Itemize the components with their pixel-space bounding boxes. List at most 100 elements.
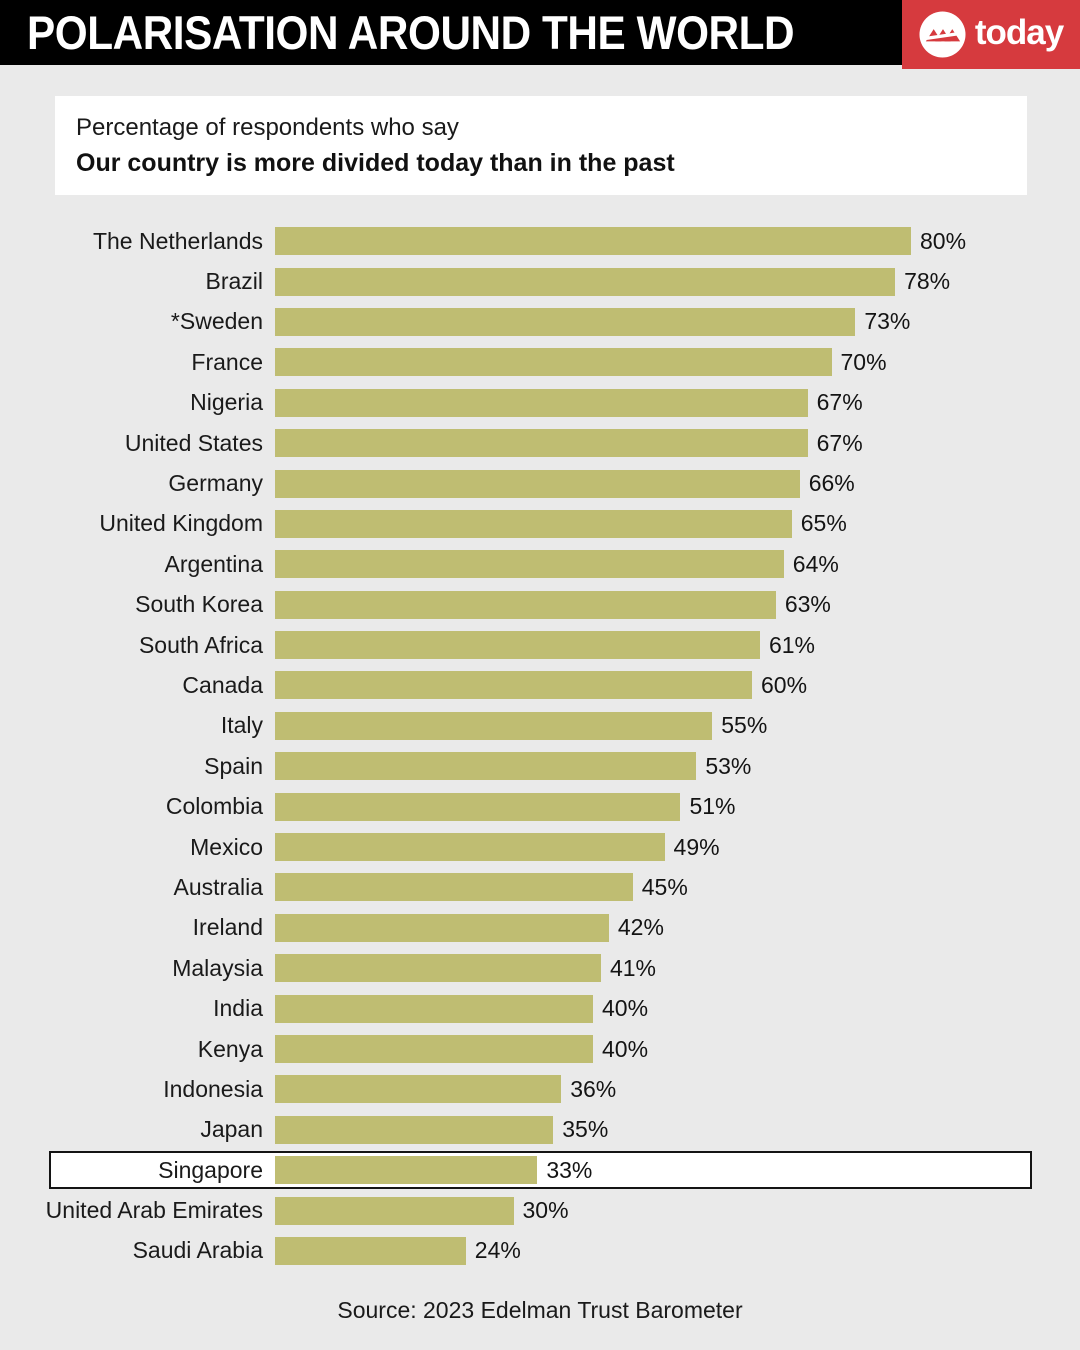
- bar-value-label: 51%: [689, 793, 736, 820]
- country-label: Kenya: [197, 1035, 263, 1062]
- bar: [275, 1075, 562, 1104]
- chart-row: Colombia 51%: [0, 786, 1080, 826]
- bar: [275, 1035, 593, 1063]
- chart-row: United States 67%: [0, 423, 1080, 463]
- bar: [275, 348, 832, 377]
- bar-value-label: 41%: [609, 954, 656, 981]
- bar: [275, 227, 911, 256]
- bar: [275, 913, 609, 942]
- country-label: Malaysia: [172, 954, 263, 981]
- subtitle-box: Percentage of respondents who say Our co…: [55, 96, 1027, 195]
- bar-value-label: 73%: [864, 308, 911, 335]
- bar-value-label: 63%: [784, 591, 831, 618]
- country-label: France: [191, 348, 263, 375]
- country-label: South Africa: [138, 631, 263, 658]
- bar-value-label: 30%: [522, 1197, 569, 1224]
- bar: [275, 631, 760, 660]
- bar-value-label: 42%: [617, 914, 664, 941]
- chart-row: Germany 66%: [0, 463, 1080, 503]
- country-label: *Sweden: [170, 308, 263, 335]
- bar-value-label: 24%: [474, 1237, 521, 1264]
- source-note: Source: 2023 Edelman Trust Barometer: [337, 1297, 743, 1323]
- bar-value-label: 64%: [792, 550, 839, 577]
- bar: [275, 873, 633, 902]
- header-bar: POLARISATION AROUND THE WORLD: [0, 0, 1080, 65]
- chart-row: South Africa 61%: [0, 625, 1080, 665]
- bar: [275, 590, 776, 619]
- bar-value-label: 40%: [602, 1035, 649, 1062]
- country-label: Italy: [220, 712, 263, 739]
- bar-value-label: 66%: [808, 470, 855, 497]
- chart-row: Canada 60%: [0, 665, 1080, 705]
- bar: [275, 429, 808, 458]
- bar: [275, 752, 697, 781]
- country-label: Indonesia: [163, 1075, 263, 1102]
- today-logo-text: today: [974, 13, 1064, 52]
- page-title: POLARISATION AROUND THE WORLD: [27, 6, 795, 59]
- bar: [275, 1156, 538, 1185]
- bar-value-label: 49%: [673, 833, 720, 860]
- bar: [275, 550, 784, 579]
- bar-value-label: 45%: [641, 873, 688, 900]
- country-label: The Netherlands: [92, 227, 263, 254]
- country-label: Ireland: [192, 914, 263, 941]
- country-label: Argentina: [164, 550, 263, 577]
- chart-row: Mexico 49%: [0, 827, 1080, 867]
- subtitle-intro: Percentage of respondents who say: [76, 113, 459, 141]
- bar: [275, 267, 896, 296]
- country-label: United Arab Emirates: [45, 1197, 263, 1224]
- chart-row: France 70%: [0, 342, 1080, 382]
- bar: [275, 954, 601, 983]
- country-label: United States: [124, 429, 263, 456]
- country-label: Germany: [168, 470, 263, 497]
- country-label: Saudi Arabia: [132, 1237, 263, 1264]
- country-label: Colombia: [165, 793, 263, 820]
- bar: [275, 307, 856, 336]
- chart-row: Brazil 78%: [0, 261, 1080, 301]
- chart-row: Saudi Arabia 24%: [0, 1231, 1080, 1271]
- country-label: Australia: [173, 873, 263, 900]
- bar: [275, 509, 792, 538]
- chart-row: *Sweden 73%: [0, 302, 1080, 342]
- bar: [275, 469, 800, 498]
- subtitle-statement: Our country is more divided today than i…: [76, 148, 675, 177]
- bar: [275, 1115, 554, 1144]
- chart-row: United Arab Emirates 30%: [0, 1190, 1080, 1230]
- chart-rows: The Netherlands 80% Brazil 78% *Sweden 73% Fra…: [0, 221, 1080, 1271]
- bar-value-label: 61%: [768, 631, 815, 658]
- bar: [275, 671, 752, 700]
- chart-row: Nigeria 67%: [0, 383, 1080, 423]
- chart-row: United Kingdom 65%: [0, 504, 1080, 544]
- country-label: South Korea: [135, 591, 263, 618]
- country-label: Brazil: [205, 268, 263, 295]
- bar: [275, 994, 593, 1023]
- bar: [275, 1236, 466, 1265]
- bar-value-label: 55%: [721, 712, 768, 739]
- chart-row: Italy 55%: [0, 706, 1080, 746]
- chart-row: Malaysia 41%: [0, 948, 1080, 988]
- today-logo: today: [902, 0, 1080, 69]
- bar-value-label: 65%: [800, 510, 847, 537]
- bar-value-label: 67%: [816, 389, 863, 416]
- today-logo-icon: [919, 11, 966, 58]
- country-label: Japan: [200, 1116, 263, 1143]
- bar: [275, 792, 681, 821]
- bar-value-label: 78%: [904, 268, 951, 295]
- bar-value-label: 33%: [546, 1156, 593, 1183]
- bar-value-label: 80%: [920, 227, 967, 254]
- bar-value-label: 67%: [816, 429, 863, 456]
- bar-value-label: 40%: [602, 995, 649, 1022]
- country-label: Singapore: [158, 1156, 263, 1183]
- country-label: United Kingdom: [99, 510, 263, 537]
- bar: [275, 833, 665, 862]
- bar: [275, 388, 808, 417]
- bar: [275, 1196, 514, 1225]
- country-label: Spain: [204, 752, 263, 779]
- country-label: Mexico: [190, 833, 263, 860]
- chart-row: Kenya 40%: [0, 1029, 1080, 1069]
- chart-row: Japan 35%: [0, 1110, 1080, 1150]
- chart-row-highlighted: Singapore 33%: [0, 1150, 1080, 1190]
- chart-row: The Netherlands 80%: [0, 221, 1080, 261]
- chart-row: Indonesia 36%: [0, 1069, 1080, 1109]
- bar-value-label: 53%: [705, 752, 752, 779]
